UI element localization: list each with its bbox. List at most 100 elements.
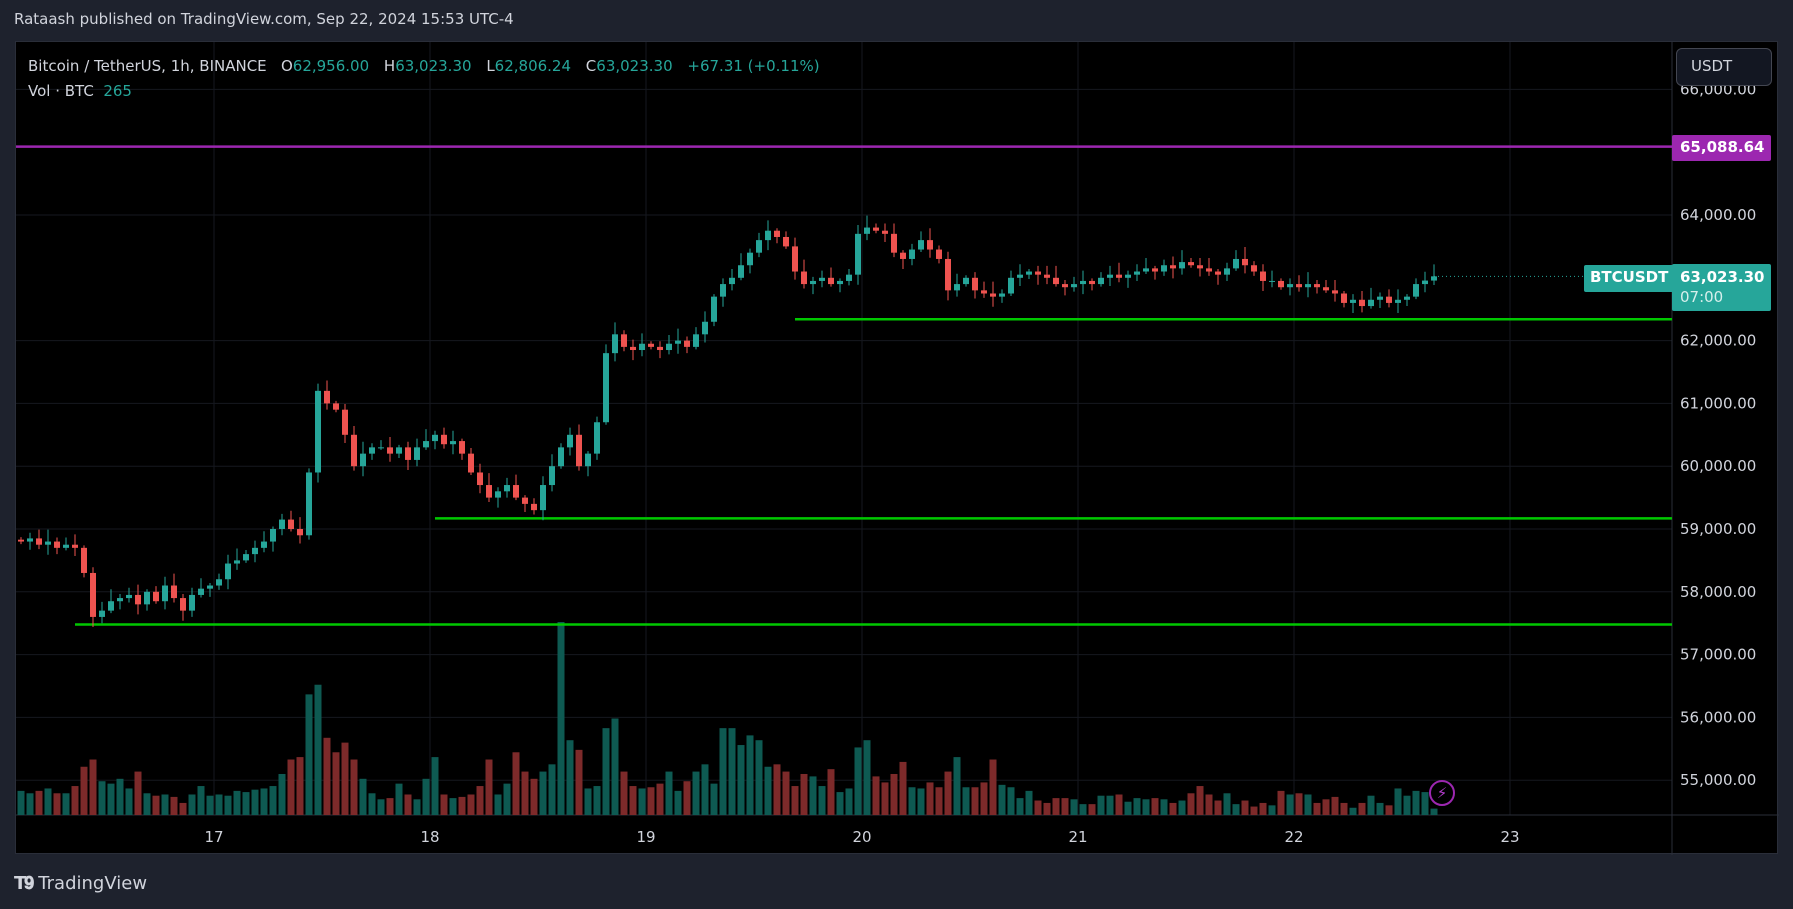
candle-body <box>495 491 501 498</box>
volume-bar <box>1142 799 1150 815</box>
change-value: +67.31 (+0.11%) <box>687 57 820 75</box>
symbol-title[interactable]: Bitcoin / TetherUS, 1h, BINANCE <box>28 57 267 75</box>
candle-body <box>1125 274 1131 278</box>
candle-body <box>396 447 402 454</box>
volume-label[interactable]: Vol · BTC <box>28 82 94 100</box>
candle-body <box>648 343 654 347</box>
candle-body <box>1053 277 1059 285</box>
candle-body <box>765 230 771 241</box>
volume-bar <box>1025 790 1033 815</box>
candle-body <box>234 560 240 564</box>
volume-bar <box>656 783 664 815</box>
volume-bar <box>512 752 520 815</box>
volume-bar <box>692 771 700 815</box>
candle-body <box>1341 293 1347 303</box>
volume-bar <box>548 764 556 815</box>
candle-body <box>90 572 96 617</box>
volume-bar <box>566 740 574 815</box>
volume-bar <box>1313 802 1321 815</box>
lightning-icon[interactable]: ⚡ <box>1429 780 1455 806</box>
candle-body <box>657 346 663 351</box>
candle-body <box>333 403 339 410</box>
volume-bar <box>1268 805 1276 815</box>
volume-bar <box>953 757 961 815</box>
volume-bar <box>1421 792 1429 815</box>
candle-body <box>1206 268 1212 272</box>
volume-bar <box>1196 786 1204 815</box>
candle-body <box>405 447 411 460</box>
candle-body <box>189 594 195 611</box>
candle-body <box>828 277 834 285</box>
volume-bar <box>89 759 97 815</box>
volume-bar <box>1223 793 1231 815</box>
volume-bar <box>1160 799 1168 815</box>
candle-body <box>324 390 330 404</box>
candle-body <box>288 519 294 529</box>
candle-body <box>450 441 456 445</box>
currency-button[interactable]: USDT <box>1676 48 1772 86</box>
candle-body <box>171 585 177 599</box>
candle-body <box>1116 274 1122 278</box>
volume-bar <box>1061 798 1069 815</box>
candle-body <box>666 343 672 351</box>
volume-bar <box>962 787 970 815</box>
candle-body <box>522 497 528 504</box>
candle-body <box>1062 284 1068 288</box>
volume-bar <box>1088 804 1096 815</box>
volume-bar <box>863 740 871 815</box>
candle-body <box>1332 290 1338 294</box>
volume-bar <box>683 781 691 815</box>
volume-bar <box>611 718 619 815</box>
candle-body <box>1269 280 1275 282</box>
candle-body <box>351 434 357 467</box>
candle-body <box>630 346 636 351</box>
candle-body <box>900 252 906 259</box>
volume-bar <box>179 802 187 815</box>
volume-bar <box>647 787 655 815</box>
candle-body <box>954 284 960 291</box>
tradingview-brand[interactable]: T𝟗 TradingView <box>14 873 147 894</box>
candle-body <box>1008 277 1014 294</box>
volume-bar <box>746 735 754 815</box>
volume-bar <box>242 792 250 815</box>
candle-body <box>909 249 915 259</box>
volume-bar <box>836 792 844 815</box>
candle-body <box>1089 280 1095 285</box>
candle-body <box>801 271 807 285</box>
candle-body <box>1197 265 1203 269</box>
symbol-tag: BTCUSDT <box>1584 265 1675 292</box>
candle-body <box>837 280 843 285</box>
last-price-value: 63,023.30 <box>1680 268 1765 286</box>
volume-bar <box>1124 801 1132 815</box>
volume-bar <box>1376 802 1384 815</box>
candle-body <box>72 544 78 548</box>
candle-body <box>792 246 798 272</box>
candle-body <box>711 296 717 322</box>
time-axis-label: 22 <box>1284 828 1303 846</box>
candle-body <box>1386 296 1392 303</box>
volume-bar <box>440 794 448 815</box>
candle-body <box>162 585 168 602</box>
candle-body <box>135 594 141 605</box>
price-chart[interactable]: 66,000.0064,000.0062,000.0061,000.0060,0… <box>16 42 1779 855</box>
candle-body <box>594 422 600 454</box>
volume-bar <box>26 793 34 815</box>
candle-body <box>54 541 60 548</box>
volume-bar <box>764 766 772 815</box>
candle-body <box>774 230 780 237</box>
price-axis-label: 57,000.00 <box>1680 646 1756 664</box>
candle-body <box>936 249 942 259</box>
candle-body <box>207 585 213 589</box>
candle-body <box>1314 284 1320 288</box>
candle-body <box>1296 284 1302 288</box>
candle-body <box>126 594 132 599</box>
candle-body <box>27 538 33 542</box>
volume-bar <box>323 737 331 815</box>
chart-panel[interactable]: 66,000.00 64,000.00 62,000.00 61,000.00 60,0… <box>15 41 1779 855</box>
candle-body <box>756 240 762 253</box>
candle-body <box>684 340 690 347</box>
candle-body <box>810 280 816 285</box>
candle-body <box>927 240 933 250</box>
candle-body <box>1413 284 1419 297</box>
candle-body <box>981 290 987 294</box>
